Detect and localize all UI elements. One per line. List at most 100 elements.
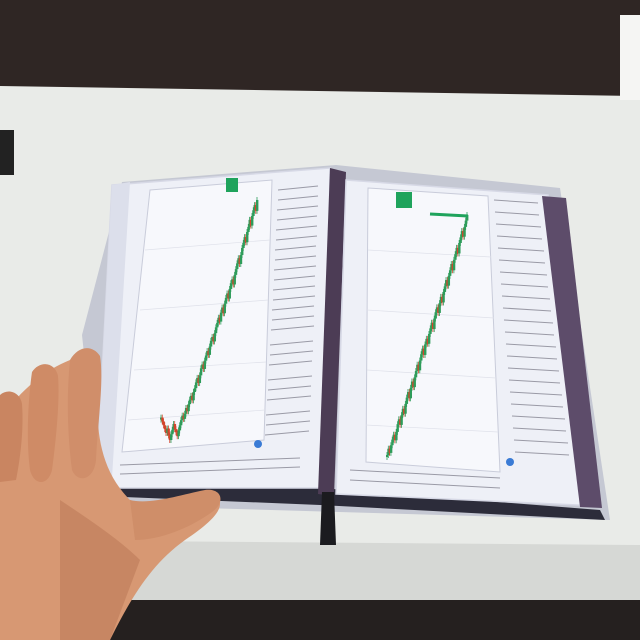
candle [400, 415, 403, 425]
candle [424, 344, 427, 355]
candle [445, 280, 448, 287]
candle [184, 408, 188, 414]
candle [182, 415, 185, 419]
candle [256, 200, 259, 211]
candle [463, 226, 466, 237]
candle [429, 328, 432, 334]
left-page-inner-edge [96, 182, 130, 488]
candle [387, 448, 390, 455]
thumb [130, 489, 221, 540]
candle [213, 333, 217, 342]
candle [208, 346, 212, 355]
candle [172, 424, 175, 430]
hand-shadow [60, 500, 140, 640]
candle [203, 360, 207, 369]
candle [223, 303, 226, 314]
right-chart-highlight [396, 192, 412, 208]
candle [211, 336, 214, 341]
candle [181, 415, 184, 421]
candle [238, 258, 241, 264]
candle [192, 392, 195, 401]
candle [441, 296, 444, 303]
candle [464, 220, 468, 227]
candle [252, 210, 255, 216]
candle [232, 279, 235, 285]
candle [241, 248, 244, 256]
candle [410, 381, 414, 388]
candle [178, 425, 182, 431]
candle [386, 455, 389, 457]
candle [218, 317, 221, 322]
hand [0, 348, 221, 640]
candle [447, 275, 451, 286]
left-chart-grid [127, 239, 271, 421]
candle [414, 371, 418, 378]
candle [251, 216, 254, 226]
candle [160, 417, 163, 420]
candle [174, 429, 178, 433]
candle [196, 377, 199, 383]
candle [168, 435, 172, 440]
candle [254, 205, 258, 211]
candle [462, 231, 465, 237]
candle [173, 424, 177, 430]
candle [435, 307, 439, 313]
candle [391, 439, 394, 446]
candle [253, 205, 256, 211]
candle [446, 280, 449, 286]
finger-middle [27, 364, 59, 482]
candle [389, 445, 393, 453]
candle [183, 413, 187, 419]
right-page-icon [506, 458, 514, 466]
candle [393, 434, 397, 441]
candle [216, 322, 219, 328]
candle [161, 417, 164, 422]
candle [458, 242, 461, 254]
candle [392, 434, 395, 440]
candle [202, 364, 205, 369]
candle [388, 448, 392, 453]
candle [426, 338, 430, 344]
candle [234, 269, 238, 275]
candle [249, 219, 253, 226]
candle [169, 434, 173, 440]
candle [406, 392, 410, 398]
candle [403, 408, 406, 414]
book-spine [318, 168, 346, 496]
candle [454, 254, 457, 260]
candle [228, 288, 231, 299]
candle [427, 333, 431, 344]
candle [416, 364, 419, 372]
candle [425, 338, 428, 345]
candle [163, 425, 167, 430]
candle [421, 348, 424, 355]
candle [442, 291, 445, 303]
candle [420, 354, 423, 361]
candle [397, 419, 401, 425]
left-chart-highlight [226, 178, 238, 192]
candle [204, 355, 208, 361]
table-edge-object [620, 15, 640, 100]
candle [450, 263, 453, 271]
candle [229, 283, 233, 289]
candle [242, 242, 245, 248]
candle [448, 270, 452, 276]
finger-index [67, 348, 102, 479]
left-page-icon [254, 440, 262, 448]
candle [455, 247, 458, 255]
candle [399, 419, 402, 425]
candle [167, 428, 170, 436]
candle [171, 429, 174, 435]
candle [443, 286, 447, 292]
finger-ring [0, 391, 23, 482]
candle [236, 263, 239, 270]
candle [247, 226, 250, 232]
candle [413, 377, 416, 388]
candle [191, 395, 194, 401]
right-page-side-band [542, 196, 602, 508]
candle [246, 232, 249, 243]
candle [214, 327, 218, 334]
right-chart-hline [429, 212, 469, 218]
candle [466, 215, 469, 221]
